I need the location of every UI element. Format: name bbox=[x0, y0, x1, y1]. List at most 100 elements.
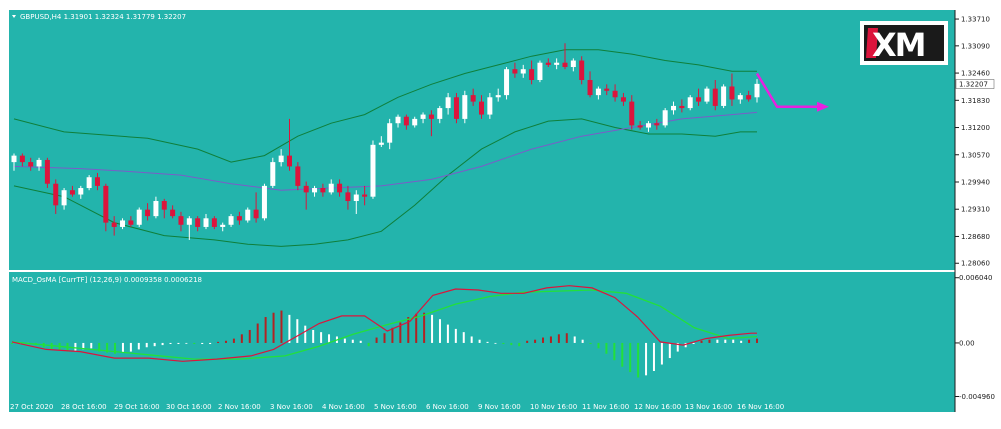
candle-body bbox=[562, 62, 568, 68]
candle-body bbox=[445, 97, 451, 109]
histogram-bar bbox=[185, 342, 188, 344]
candle bbox=[286, 118, 292, 171]
candle bbox=[128, 216, 134, 227]
forecast-arrow-head bbox=[817, 101, 829, 112]
candle bbox=[570, 58, 576, 72]
candle bbox=[562, 43, 568, 70]
histogram-bar bbox=[74, 342, 77, 351]
histogram-bar bbox=[637, 342, 640, 378]
candle-body bbox=[487, 97, 493, 115]
candle bbox=[545, 58, 551, 68]
candle-body bbox=[120, 220, 126, 227]
candle-body bbox=[662, 110, 668, 126]
histogram-bar bbox=[660, 342, 663, 365]
candle-body bbox=[654, 123, 660, 126]
candle-body bbox=[220, 224, 226, 227]
candle bbox=[236, 211, 242, 225]
macd-tick-label: -0.004960 bbox=[959, 393, 995, 401]
candle-body bbox=[612, 90, 618, 98]
histogram-bar bbox=[724, 339, 727, 343]
date-label: 2 Nov 16:00 bbox=[218, 403, 261, 411]
last-price-label: 1.32207 bbox=[959, 81, 988, 89]
candle bbox=[261, 183, 267, 221]
candle bbox=[604, 84, 610, 96]
candle-body bbox=[570, 60, 576, 68]
macd-main-line bbox=[11, 285, 757, 362]
price-tick-label: 1.29940 bbox=[961, 178, 990, 186]
histogram-bar bbox=[320, 332, 323, 343]
candle bbox=[61, 188, 67, 210]
candle-body bbox=[595, 88, 601, 96]
histogram-bar bbox=[304, 325, 307, 343]
histogram-bar bbox=[114, 342, 117, 354]
candle bbox=[337, 179, 343, 197]
candle-body bbox=[353, 194, 359, 202]
candle-body bbox=[270, 162, 276, 186]
candle bbox=[654, 118, 660, 130]
candle-body bbox=[195, 218, 201, 227]
date-label: 4 Nov 16:00 bbox=[322, 403, 365, 411]
candle bbox=[445, 92, 451, 115]
price-tick-label: 1.30570 bbox=[961, 151, 990, 159]
candle-body bbox=[495, 95, 501, 98]
candle bbox=[136, 207, 142, 227]
candle-body bbox=[378, 142, 384, 145]
histogram-bar bbox=[248, 329, 251, 343]
date-label: 10 Nov 16:00 bbox=[530, 403, 577, 411]
histogram-bar bbox=[629, 342, 632, 373]
histogram-bar bbox=[756, 338, 758, 343]
candle bbox=[387, 118, 393, 150]
candle bbox=[696, 88, 702, 106]
candle-body bbox=[737, 95, 743, 100]
candle-body bbox=[387, 123, 393, 143]
histogram-bar bbox=[407, 317, 410, 343]
histogram-bar bbox=[740, 340, 743, 343]
candle bbox=[36, 157, 42, 171]
chart-dropdown-icon[interactable] bbox=[12, 15, 16, 18]
candle-body bbox=[337, 183, 343, 193]
candle-body bbox=[395, 116, 401, 124]
candle bbox=[170, 205, 176, 219]
candle-body bbox=[428, 114, 434, 119]
candle-body bbox=[370, 144, 376, 197]
histogram-bar bbox=[581, 339, 584, 343]
candle bbox=[245, 207, 251, 223]
histogram-bar bbox=[732, 339, 735, 343]
candle-body bbox=[746, 95, 752, 100]
date-label: 3 Nov 16:00 bbox=[270, 403, 313, 411]
date-label: 9 Nov 16:00 bbox=[478, 403, 521, 411]
histogram-bar bbox=[209, 342, 212, 345]
candle-body bbox=[161, 201, 167, 210]
candle bbox=[395, 114, 401, 128]
candle bbox=[704, 86, 710, 104]
histogram-bar bbox=[597, 342, 600, 349]
candle-body bbox=[203, 218, 209, 227]
histogram-bar bbox=[177, 342, 180, 345]
candle bbox=[529, 60, 535, 85]
candle-body bbox=[28, 162, 34, 167]
histogram-bar bbox=[383, 333, 386, 343]
candle bbox=[637, 121, 643, 130]
macd-lines bbox=[11, 285, 758, 362]
candle bbox=[754, 79, 760, 103]
histogram-bar bbox=[391, 327, 394, 343]
histogram-bar bbox=[652, 342, 655, 372]
candle bbox=[11, 153, 17, 171]
histogram-bar bbox=[296, 319, 299, 343]
candle-body bbox=[403, 116, 409, 126]
histogram-bar bbox=[510, 342, 513, 346]
candle-body bbox=[53, 183, 59, 206]
histogram-bar bbox=[589, 342, 592, 345]
candle-body bbox=[86, 177, 92, 189]
candle-body bbox=[136, 209, 142, 225]
date-label: 12 Nov 16:00 bbox=[634, 403, 681, 411]
candle-body bbox=[69, 190, 75, 195]
date-label: 11 Nov 16:00 bbox=[582, 403, 629, 411]
candle-body bbox=[328, 183, 334, 193]
candle-body bbox=[537, 62, 543, 80]
histogram-bar bbox=[438, 319, 441, 343]
candle-body bbox=[286, 155, 292, 167]
candle bbox=[537, 60, 543, 83]
date-label: 30 Oct 16:00 bbox=[166, 403, 212, 411]
candle-body bbox=[520, 69, 526, 74]
